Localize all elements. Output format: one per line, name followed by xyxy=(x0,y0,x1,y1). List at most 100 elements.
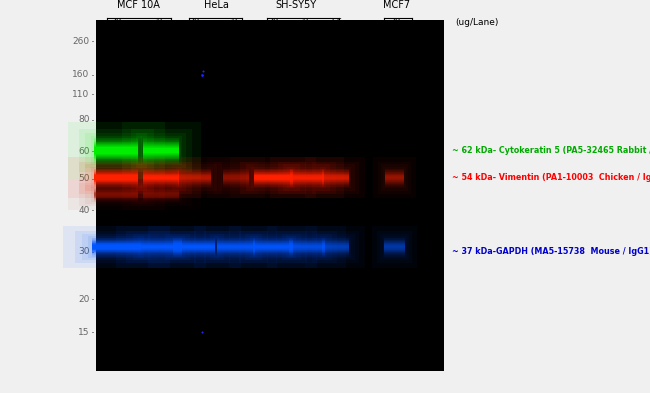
Bar xyxy=(94,189,138,190)
Bar xyxy=(94,155,138,156)
Bar xyxy=(289,241,324,242)
Bar xyxy=(173,250,215,251)
Bar xyxy=(254,178,292,179)
Bar xyxy=(322,256,349,257)
Bar xyxy=(178,170,211,171)
Bar xyxy=(278,162,335,194)
Bar xyxy=(377,231,412,263)
Bar xyxy=(253,241,293,242)
Bar xyxy=(384,246,405,247)
Bar xyxy=(253,253,293,254)
Bar xyxy=(94,170,138,171)
Text: 30: 30 xyxy=(111,18,122,28)
Bar xyxy=(322,182,349,183)
Text: 110: 110 xyxy=(72,90,90,99)
Bar xyxy=(131,129,192,172)
Bar xyxy=(178,176,211,177)
Bar xyxy=(143,155,179,156)
Bar xyxy=(217,238,255,239)
Bar xyxy=(178,179,211,180)
Bar xyxy=(159,231,230,263)
Bar xyxy=(290,179,324,180)
Bar xyxy=(94,181,138,182)
Bar xyxy=(254,181,292,182)
Text: MCF 10A: MCF 10A xyxy=(117,0,160,10)
Bar xyxy=(322,175,349,176)
Bar xyxy=(143,139,179,140)
Text: ~ 54 kDa- Vimentin (PA1-10003  Chicken / IgY)- 647nm: ~ 54 kDa- Vimentin (PA1-10003 Chicken / … xyxy=(452,173,650,182)
Bar xyxy=(178,181,211,182)
Bar xyxy=(94,149,138,150)
Bar xyxy=(253,238,293,239)
Bar xyxy=(322,246,349,247)
Bar xyxy=(383,236,406,258)
Bar xyxy=(320,167,351,189)
Bar xyxy=(246,164,300,191)
Bar xyxy=(92,248,140,249)
Bar xyxy=(290,184,324,185)
Bar xyxy=(94,192,138,193)
Bar xyxy=(217,251,255,252)
Bar xyxy=(290,173,324,174)
Bar xyxy=(79,129,154,172)
Bar xyxy=(322,248,349,249)
Bar xyxy=(92,249,140,250)
Bar xyxy=(143,147,179,149)
Bar xyxy=(140,244,181,245)
Bar xyxy=(281,233,332,260)
Bar xyxy=(143,184,179,185)
Bar xyxy=(173,255,215,256)
Bar xyxy=(217,249,255,250)
Bar xyxy=(94,160,138,161)
Bar xyxy=(173,254,215,255)
Bar xyxy=(384,254,405,255)
Bar xyxy=(217,248,255,249)
Bar xyxy=(380,233,409,260)
Bar xyxy=(254,174,292,175)
Bar xyxy=(143,159,179,160)
Bar xyxy=(96,20,444,371)
Bar xyxy=(166,162,222,194)
Bar xyxy=(204,231,268,263)
Bar xyxy=(384,238,405,239)
Bar xyxy=(254,183,292,184)
Bar xyxy=(85,132,148,168)
Bar xyxy=(143,178,179,179)
Bar xyxy=(94,194,138,195)
Bar xyxy=(143,158,179,159)
Bar xyxy=(218,164,254,191)
Bar xyxy=(92,238,140,239)
Bar xyxy=(143,195,179,196)
Text: 15: 15 xyxy=(301,18,313,28)
Bar xyxy=(322,177,349,178)
Text: 80: 80 xyxy=(78,116,90,124)
Bar xyxy=(178,169,211,170)
Bar xyxy=(131,162,192,194)
Bar xyxy=(94,190,138,191)
Bar xyxy=(122,123,200,178)
Bar xyxy=(217,253,255,254)
Text: 260: 260 xyxy=(73,37,90,46)
Bar xyxy=(245,233,301,260)
Bar xyxy=(217,246,255,247)
Bar xyxy=(290,183,324,184)
Bar xyxy=(94,140,138,141)
Bar xyxy=(91,187,142,202)
Bar xyxy=(254,185,292,186)
Bar xyxy=(159,157,230,198)
Bar xyxy=(253,250,293,251)
Bar xyxy=(385,173,404,174)
Bar xyxy=(92,247,140,248)
Bar xyxy=(94,180,138,181)
Bar xyxy=(92,255,140,256)
Bar xyxy=(62,226,170,268)
Bar xyxy=(253,254,293,255)
Bar xyxy=(217,240,255,241)
Bar xyxy=(143,163,179,164)
Bar xyxy=(254,186,292,187)
Bar xyxy=(384,249,405,250)
Bar xyxy=(378,162,411,194)
Bar xyxy=(253,242,293,243)
Bar xyxy=(91,136,142,165)
Bar xyxy=(385,171,404,172)
